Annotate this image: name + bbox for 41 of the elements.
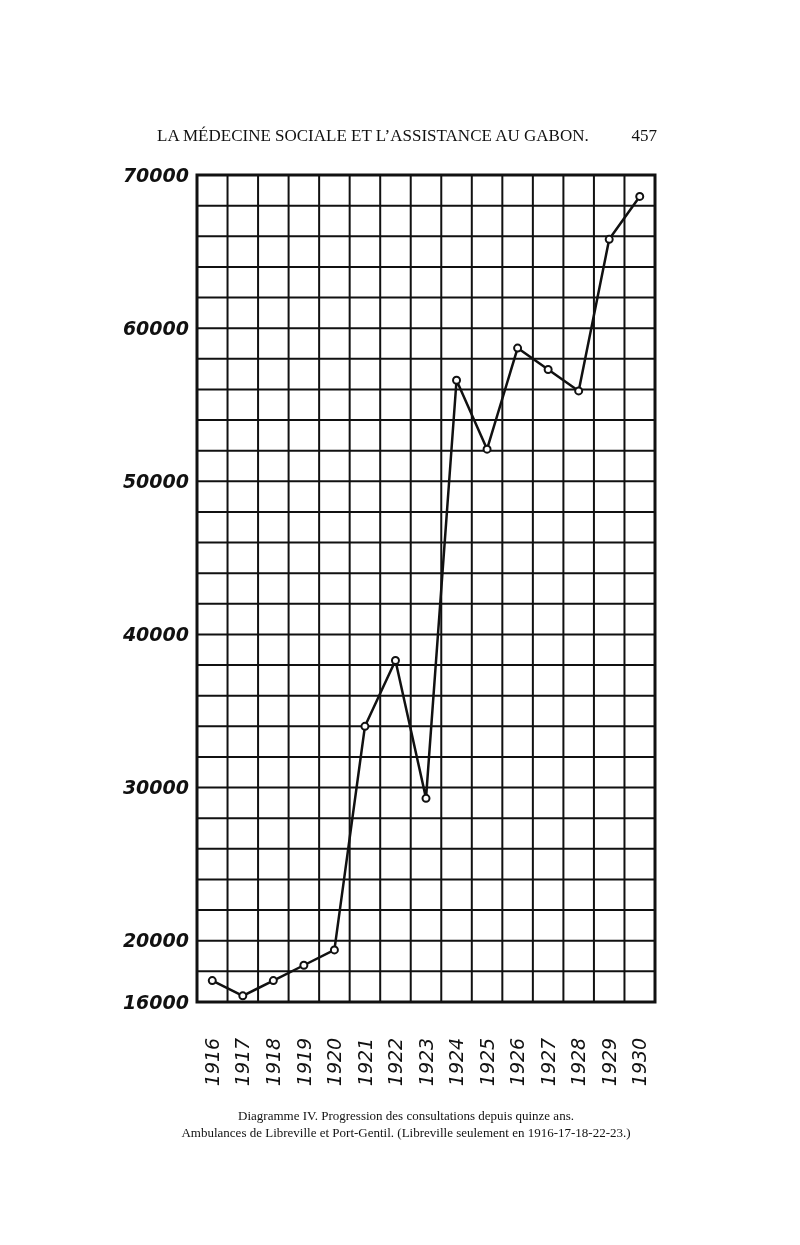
y-tick-label: 70000 <box>122 163 189 186</box>
x-tick-label: 1930 <box>628 1037 651 1087</box>
point <box>299 960 309 970</box>
point <box>238 991 248 1001</box>
x-tick-label: 1919 <box>292 1037 315 1087</box>
point <box>360 721 370 731</box>
point <box>390 655 400 665</box>
x-tick-label: 1916 <box>200 1037 223 1087</box>
y-tick-label: 40000 <box>121 623 189 646</box>
y-tick-label: 50000 <box>122 469 189 492</box>
x-tick-label: 1920 <box>323 1037 346 1087</box>
x-tick-label: 1925 <box>475 1037 498 1087</box>
x-tick-label: 1929 <box>597 1037 620 1087</box>
x-tick-label: 1928 <box>567 1037 590 1087</box>
x-tick-label: 1924 <box>445 1037 468 1087</box>
text: Ambulances de Libreville et Port-Gentil. (Libreville seulement en 1916-17-18-22-23.) <box>181 1125 631 1140</box>
point <box>543 365 553 374</box>
x-tick-label: 1927 <box>536 1037 559 1087</box>
point <box>268 976 278 986</box>
y-tick-label: 20000 <box>122 929 189 952</box>
point <box>421 793 431 803</box>
x-tick-label: 1926 <box>506 1037 529 1087</box>
point <box>635 191 645 201</box>
point <box>452 375 462 385</box>
point <box>329 945 339 955</box>
x-tick-label: 1923 <box>414 1037 437 1087</box>
point <box>574 386 584 396</box>
y-tick-label: 60000 <box>122 316 189 339</box>
x-tick-label: 1921 <box>353 1037 376 1087</box>
text: 457 <box>631 126 658 145</box>
point <box>482 444 492 454</box>
chart-title: LA MÉDECINE SOCIALE ET L’ASSISTANCE AU GABON. <box>157 126 589 145</box>
point <box>513 343 523 353</box>
y-tick-label: 16000 <box>122 990 189 1013</box>
y-tick-label: 30000 <box>122 776 189 799</box>
x-tick-label: 1918 <box>261 1037 284 1087</box>
text: Diagramme IV. Progression des consultations depuis quinze ans. <box>238 1108 574 1123</box>
x-tick-label: 1917 <box>231 1037 254 1087</box>
point <box>207 976 217 986</box>
point <box>604 234 614 244</box>
x-tick-label: 1922 <box>384 1037 407 1087</box>
